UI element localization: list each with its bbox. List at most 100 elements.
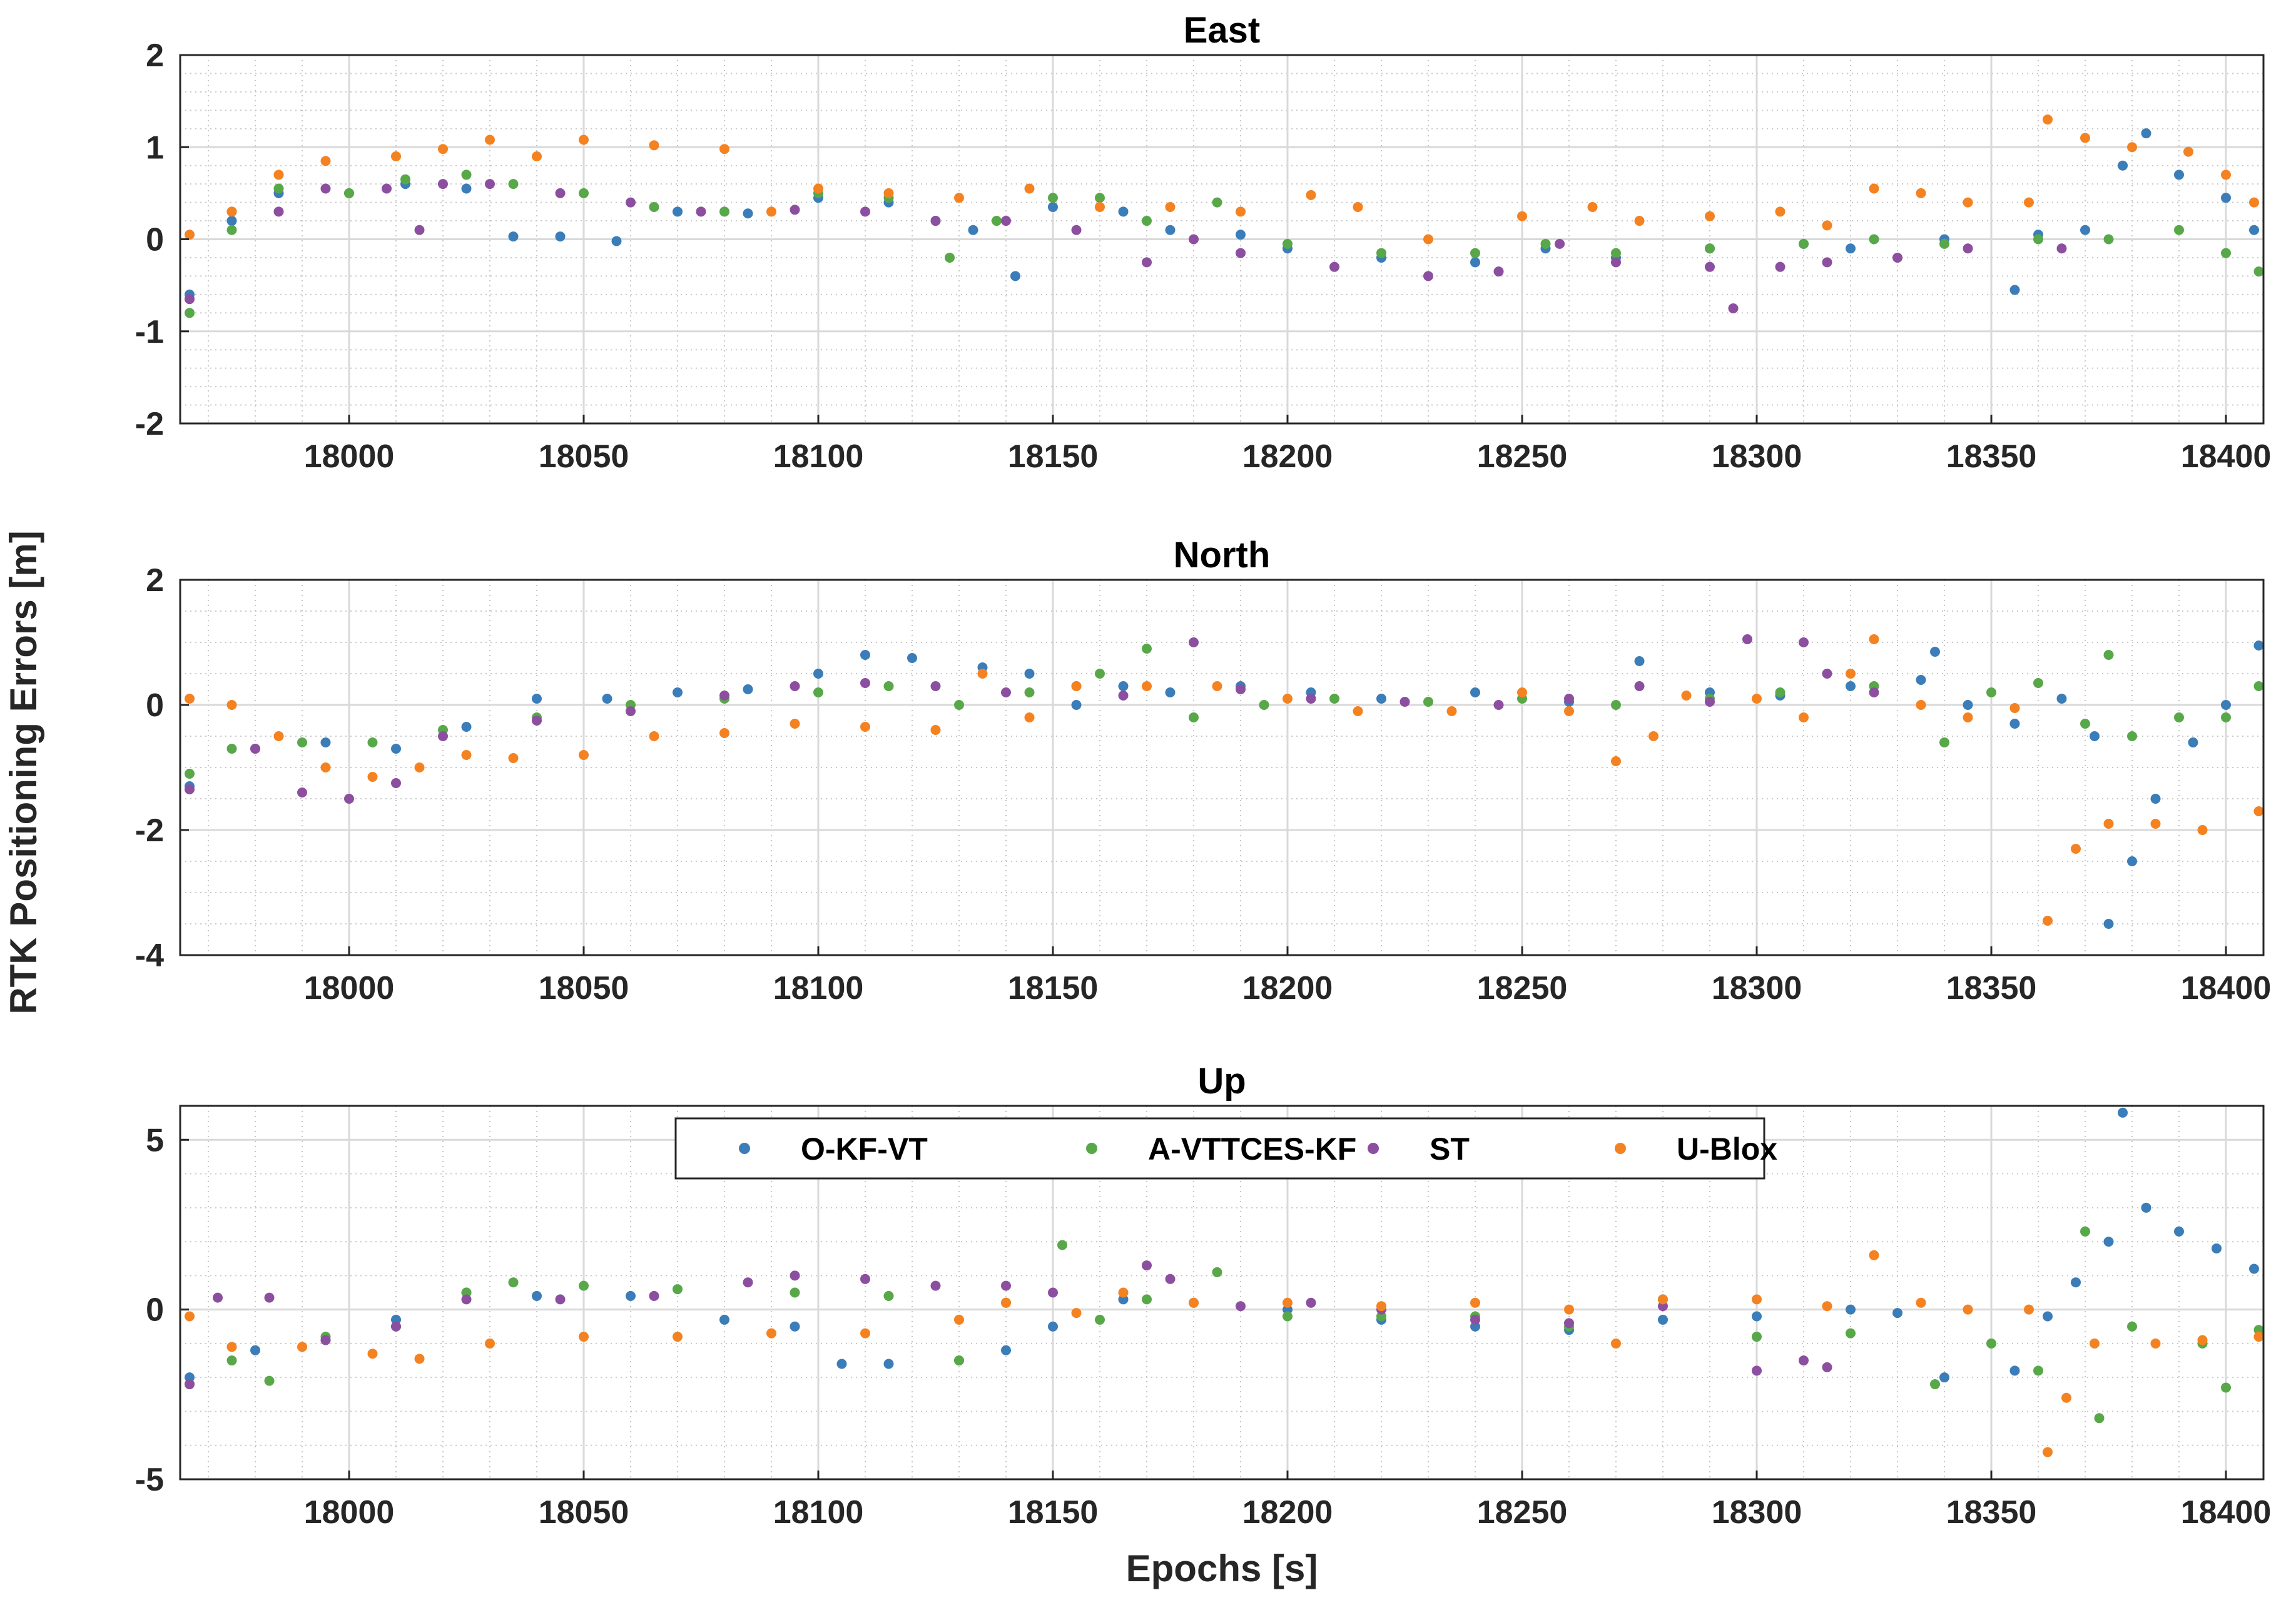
data-point (2118, 1107, 2128, 1118)
data-point (461, 183, 472, 194)
data-point (1963, 197, 1973, 208)
data-point (2094, 1413, 2105, 1424)
data-point (2090, 731, 2100, 741)
data-point (1799, 1355, 1809, 1366)
data-point (391, 1321, 401, 1332)
data-point (1470, 1314, 1480, 1325)
data-point (790, 1321, 800, 1332)
data-point (1916, 1297, 1926, 1308)
x-tick-label: 18250 (1477, 438, 1568, 475)
data-point (860, 206, 870, 217)
legend-entry-a-vttces-kf: A-VTTCES-KF (1086, 1132, 1356, 1167)
data-point (649, 201, 659, 212)
y-tick-label: 1 (146, 129, 164, 166)
data-point (579, 750, 589, 760)
data-point (2090, 1338, 2100, 1349)
data-point (273, 731, 284, 741)
data-point (2080, 133, 2090, 143)
data-point (264, 1375, 275, 1386)
data-point (2221, 1382, 2231, 1393)
data-point (2033, 234, 2043, 245)
series-points (185, 114, 2264, 318)
data-point (1986, 687, 1996, 697)
data-point (320, 1335, 331, 1345)
data-point (649, 1290, 659, 1301)
data-point (1189, 637, 1199, 647)
x-tick-label: 18350 (1946, 438, 2037, 475)
data-point (1470, 1297, 1480, 1308)
data-point (790, 719, 800, 729)
data-point (1142, 1260, 1152, 1271)
data-point (2033, 1365, 2043, 1376)
data-point (461, 1294, 472, 1305)
data-point (2253, 806, 2264, 816)
data-point (1001, 687, 1011, 697)
data-point (1493, 266, 1504, 277)
data-point (1728, 303, 1739, 313)
data-point (907, 653, 917, 663)
data-point (320, 156, 331, 166)
data-point (2221, 193, 2231, 203)
data-point (555, 188, 566, 198)
data-point (185, 230, 195, 240)
data-point (485, 1338, 495, 1349)
data-point (673, 1332, 683, 1342)
axes-box (179, 579, 2265, 956)
data-point (1353, 706, 1363, 716)
data-point (2056, 694, 2067, 704)
data-point (1611, 756, 1621, 766)
data-point (2024, 1304, 2034, 1315)
data-point (2024, 197, 2034, 208)
data-point (461, 750, 472, 760)
data-point (461, 170, 472, 180)
data-point (954, 700, 964, 710)
data-point (532, 151, 542, 161)
data-point (719, 144, 729, 154)
data-point (2118, 160, 2128, 171)
data-point (790, 1270, 800, 1281)
data-point (250, 744, 260, 754)
y-axis-label: RTK Positioning Errors [m] (3, 530, 44, 1014)
data-point (532, 716, 542, 726)
data-point (1236, 1301, 1246, 1312)
data-point (2043, 114, 2053, 125)
data-point (1283, 238, 1293, 249)
data-point (2127, 731, 2137, 741)
data-point (1564, 694, 1574, 704)
data-point (1916, 675, 1926, 685)
data-point (1705, 261, 1715, 272)
data-point (1930, 1379, 1940, 1390)
y-tick-label: 0 (146, 687, 164, 724)
data-point (367, 737, 378, 747)
data-point (185, 1379, 195, 1390)
data-point (860, 722, 870, 732)
data-point (226, 1355, 237, 1366)
data-point (2141, 128, 2151, 139)
data-point (532, 1290, 542, 1301)
data-point (414, 225, 425, 235)
data-point (185, 784, 195, 794)
data-point (1095, 193, 1105, 203)
data-point (508, 753, 519, 763)
data-point (1681, 691, 1692, 701)
data-point (508, 1277, 519, 1288)
x-tick-label: 18000 (304, 1494, 395, 1531)
data-point (1916, 700, 1926, 710)
data-point (1916, 188, 1926, 198)
data-point (1236, 230, 1246, 240)
axes-box (179, 1105, 2265, 1481)
legend-entry-st: ST (1368, 1132, 1470, 1167)
data-point (226, 1342, 237, 1352)
data-point (883, 1359, 894, 1369)
data-point (2080, 225, 2090, 235)
data-point (2174, 1226, 2184, 1237)
data-point (1071, 700, 1082, 710)
data-point (2221, 248, 2231, 258)
data-point (1822, 257, 1832, 268)
data-point (1189, 1297, 1199, 1308)
legend-marker (1615, 1143, 1626, 1154)
data-point (1939, 238, 1949, 249)
data-point (836, 1359, 847, 1369)
data-point (226, 744, 237, 754)
